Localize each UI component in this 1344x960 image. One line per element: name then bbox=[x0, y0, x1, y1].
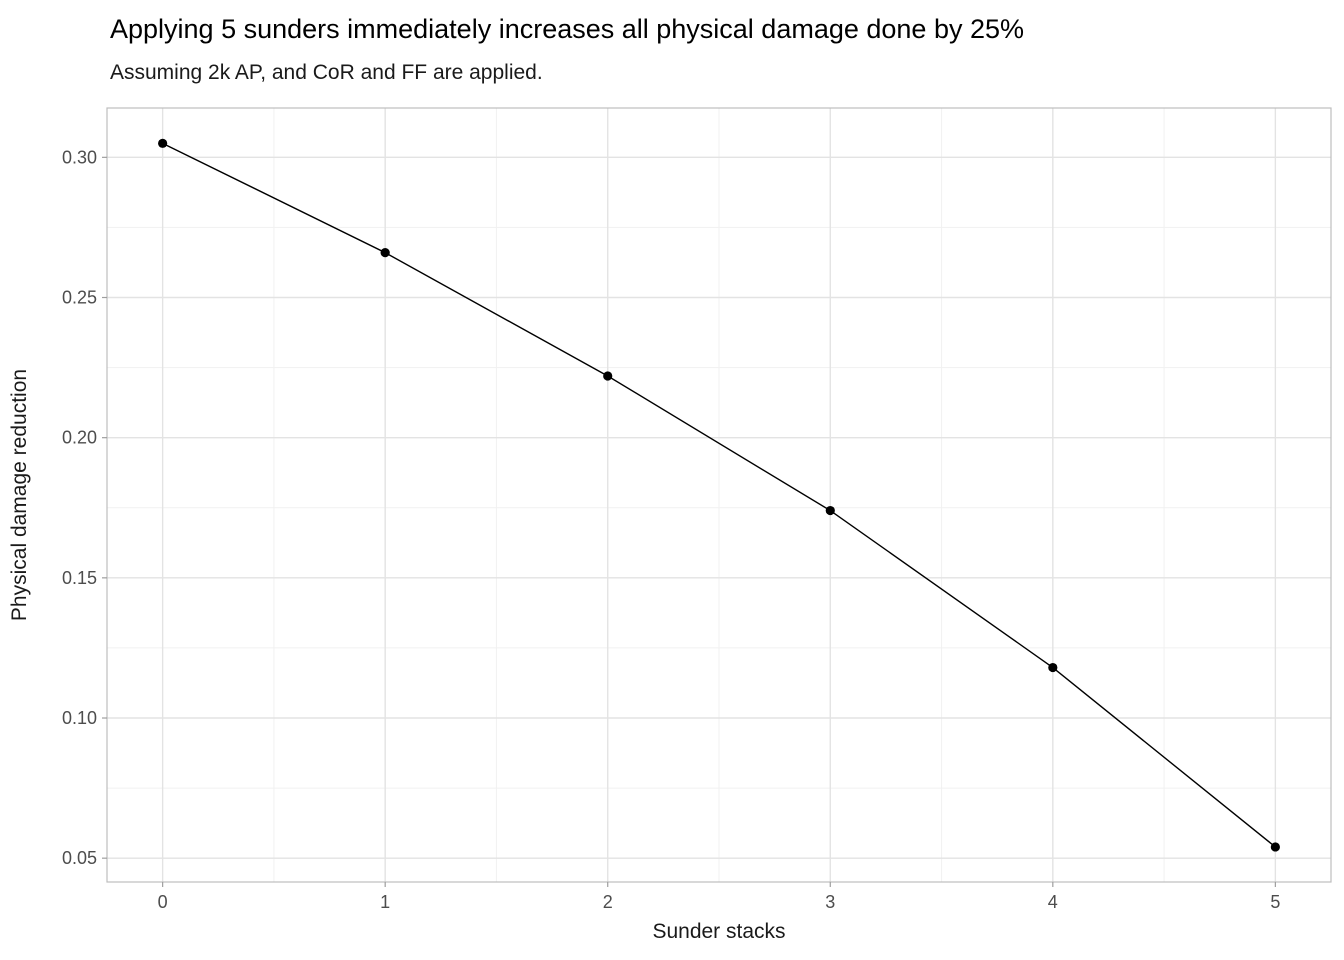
y-axis-tick-labels: 0.05 0.10 0.15 0.20 0.25 0.30 bbox=[62, 147, 97, 868]
x-tick-label: 4 bbox=[1048, 892, 1058, 912]
x-tick-label: 0 bbox=[158, 892, 168, 912]
y-axis-title: Physical damage reduction bbox=[8, 369, 31, 621]
y-tick-label: 0.30 bbox=[62, 147, 97, 167]
y-tick-label: 0.15 bbox=[62, 568, 97, 588]
x-tick-label: 3 bbox=[825, 892, 835, 912]
y-tick-label: 0.20 bbox=[62, 428, 97, 448]
data-point bbox=[158, 138, 168, 148]
chart-subtitle: Assuming 2k AP, and CoR and FF are appli… bbox=[110, 61, 543, 84]
y-tick-label: 0.10 bbox=[62, 708, 97, 728]
data-point bbox=[1048, 662, 1058, 673]
data-point bbox=[825, 505, 835, 516]
panel-border bbox=[106, 107, 1332, 883]
line-series bbox=[158, 138, 1280, 852]
y-tick-label: 0.05 bbox=[62, 848, 97, 868]
gridlines-minor bbox=[107, 108, 1331, 882]
gridlines-major bbox=[107, 108, 1331, 882]
axis-tick-marks bbox=[102, 156, 1276, 887]
x-tick-label: 2 bbox=[603, 892, 613, 912]
series-line bbox=[162, 142, 1276, 848]
x-tick-label: 5 bbox=[1270, 892, 1280, 912]
chart-title: Applying 5 sunders immediately increases… bbox=[110, 14, 1024, 44]
panel-border-rect bbox=[106, 107, 1332, 883]
x-tick-label: 1 bbox=[380, 892, 390, 912]
x-axis-tick-labels: 0 1 2 3 4 5 bbox=[158, 892, 1281, 912]
data-point bbox=[380, 248, 390, 258]
data-point bbox=[603, 371, 613, 381]
data-point bbox=[1270, 842, 1280, 852]
y-tick-label: 0.25 bbox=[62, 288, 97, 308]
x-axis-title: Sunder stacks bbox=[652, 920, 785, 943]
